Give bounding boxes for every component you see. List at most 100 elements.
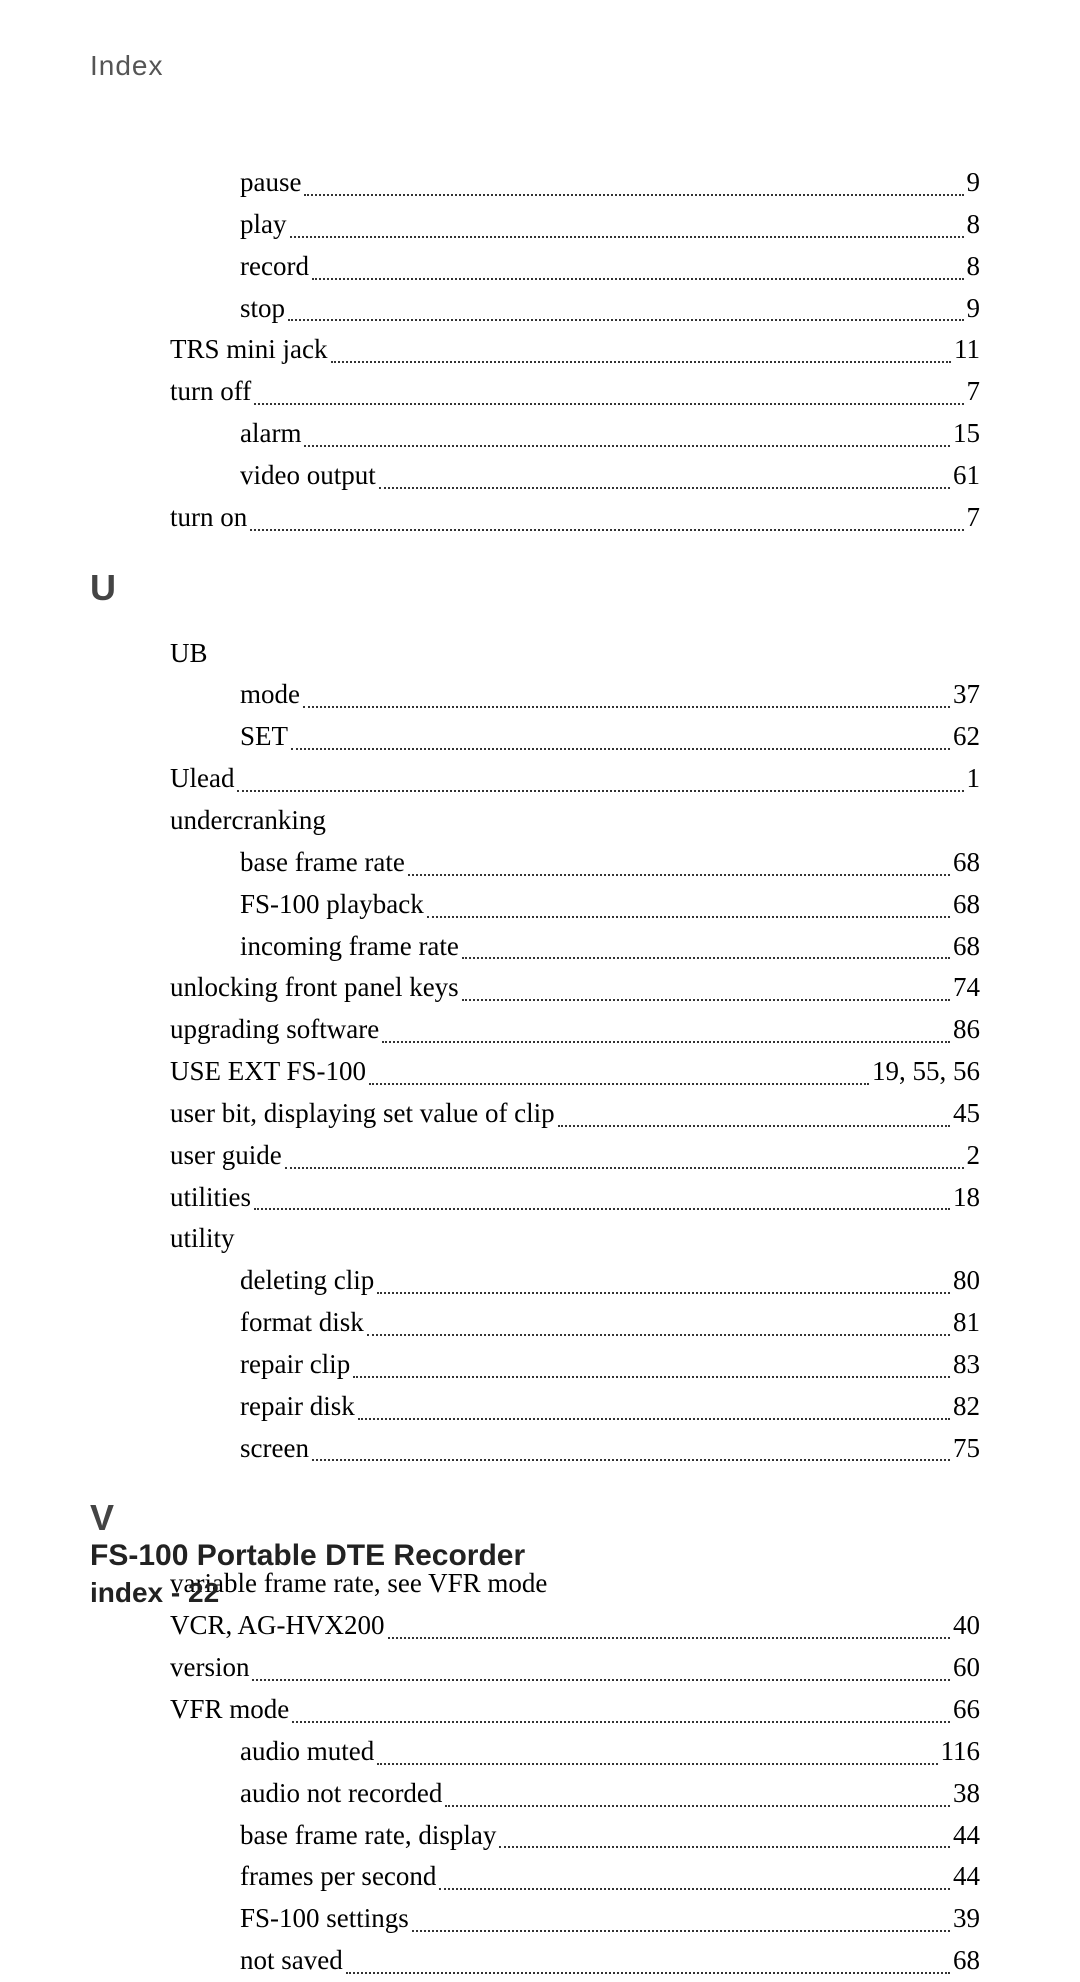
page-number: 1 — [967, 758, 981, 800]
page-number: 7 — [967, 371, 981, 413]
entry-label: user bit, displaying set value of clip — [170, 1093, 555, 1135]
page-number: 9 — [967, 162, 981, 204]
index-entry: incoming frame rate 68 — [170, 926, 980, 968]
entry-label: repair disk — [240, 1386, 355, 1428]
index-entry: upgrading software86 — [170, 1009, 980, 1051]
dot-leader — [462, 957, 950, 959]
index-entry: audio not recorded38 — [170, 1773, 980, 1815]
dot-leader — [367, 1334, 950, 1336]
section-heading: U — [90, 567, 980, 609]
dot-leader — [379, 487, 950, 489]
page-number: 74 — [953, 967, 980, 1009]
index-entry: base frame rate, display 44 — [170, 1815, 980, 1857]
dot-leader — [288, 319, 963, 321]
page-number: 60 — [953, 1647, 980, 1689]
entry-label: record — [240, 246, 309, 288]
index-entry: base frame rate 68 — [170, 842, 980, 884]
entry-label: screen — [240, 1428, 309, 1470]
index-entry: pause9 — [170, 162, 980, 204]
page-number: 9 — [967, 288, 981, 330]
index-entry: utility — [170, 1218, 980, 1260]
entry-label: not saved — [240, 1940, 343, 1982]
page-number: 39 — [953, 1898, 980, 1940]
dot-leader — [303, 706, 950, 708]
entry-label: deleting clip — [240, 1260, 374, 1302]
entry-label: base frame rate, display — [240, 1815, 496, 1857]
index-entry: turn on7 — [170, 497, 980, 539]
dot-leader — [304, 445, 950, 447]
dot-leader — [252, 1679, 950, 1681]
index-entry: USE EXT FS-10019, 55, 56 — [170, 1051, 980, 1093]
page-number: 45 — [953, 1093, 980, 1135]
dot-leader — [250, 529, 963, 531]
index-entry: audio muted116 — [170, 1731, 980, 1773]
page-number: 11 — [954, 329, 980, 371]
entry-label: VFR mode — [170, 1689, 289, 1731]
page-number: 8 — [967, 246, 981, 288]
index-entry: repair clip83 — [170, 1344, 980, 1386]
page-number: 62 — [953, 716, 980, 758]
index-entry: Ulead 1 — [170, 758, 980, 800]
page-number: 68 — [953, 842, 980, 884]
dot-leader — [377, 1763, 937, 1765]
entry-label: UB — [170, 633, 208, 675]
index-entry: unlocking front panel keys 74 — [170, 967, 980, 1009]
index-entry: undercranking — [170, 800, 980, 842]
page-number: 68 — [953, 884, 980, 926]
page-number: 61 — [953, 455, 980, 497]
page-number: 66 — [953, 1689, 980, 1731]
dot-leader — [331, 361, 952, 363]
page-number: 82 — [953, 1386, 980, 1428]
page-number: 75 — [953, 1428, 980, 1470]
index-entry: FS-100 playback68 — [170, 884, 980, 926]
entry-label: unlocking front panel keys — [170, 967, 459, 1009]
dot-leader — [445, 1805, 950, 1807]
index-entry: VFR mode 66 — [170, 1689, 980, 1731]
dot-leader — [237, 790, 963, 792]
entry-label: stop — [240, 288, 285, 330]
section-heading: V — [90, 1497, 980, 1539]
page-number: 38 — [953, 1773, 980, 1815]
entry-label: repair clip — [240, 1344, 350, 1386]
index-entry: utilities 18 — [170, 1177, 980, 1219]
page-number: 40 — [953, 1605, 980, 1647]
dot-leader — [499, 1846, 950, 1848]
dot-leader — [558, 1125, 950, 1127]
page-number: 80 — [953, 1260, 980, 1302]
footer-page: index - 22 — [90, 1577, 525, 1609]
entry-label: base frame rate — [240, 842, 405, 884]
page-number: 19, 55, 56 — [872, 1051, 980, 1093]
dot-leader — [346, 1972, 950, 1974]
entry-label: undercranking — [170, 800, 326, 842]
page-number: 116 — [941, 1731, 981, 1773]
entry-label: TRS mini jack — [170, 329, 328, 371]
index-entry: FS-100 settings39 — [170, 1898, 980, 1940]
index-content: pause9play8record8stop9TRS mini jack11tu… — [90, 162, 990, 1982]
page-number: 68 — [953, 1940, 980, 1982]
page-header: Index — [90, 50, 990, 82]
footer-title: FS-100 Portable DTE Recorder — [90, 1539, 525, 1573]
page-footer: FS-100 Portable DTE Recorder index - 22 — [90, 1539, 525, 1609]
index-entry: repair disk 82 — [170, 1386, 980, 1428]
page-number: 37 — [953, 674, 980, 716]
entry-label: frames per second — [240, 1856, 436, 1898]
page-number: 86 — [953, 1009, 980, 1051]
index-entry: UB — [170, 633, 980, 675]
index-entry: frames per second44 — [170, 1856, 980, 1898]
entry-label: incoming frame rate — [240, 926, 459, 968]
page-number: 8 — [967, 204, 981, 246]
entry-label: Ulead — [170, 758, 234, 800]
page-number: 18 — [953, 1177, 980, 1219]
index-entry: alarm15 — [170, 413, 980, 455]
dot-leader — [290, 236, 964, 238]
page-number: 7 — [967, 497, 981, 539]
entry-label: utilities — [170, 1177, 251, 1219]
index-entry: screen 75 — [170, 1428, 980, 1470]
page-number: 44 — [953, 1815, 980, 1857]
dot-leader — [358, 1418, 950, 1420]
index-entry: mode37 — [170, 674, 980, 716]
page-number: 68 — [953, 926, 980, 968]
index-entry: TRS mini jack 11 — [170, 329, 980, 371]
entry-label: user guide — [170, 1135, 282, 1177]
index-entry: user bit, displaying set value of clip 45 — [170, 1093, 980, 1135]
